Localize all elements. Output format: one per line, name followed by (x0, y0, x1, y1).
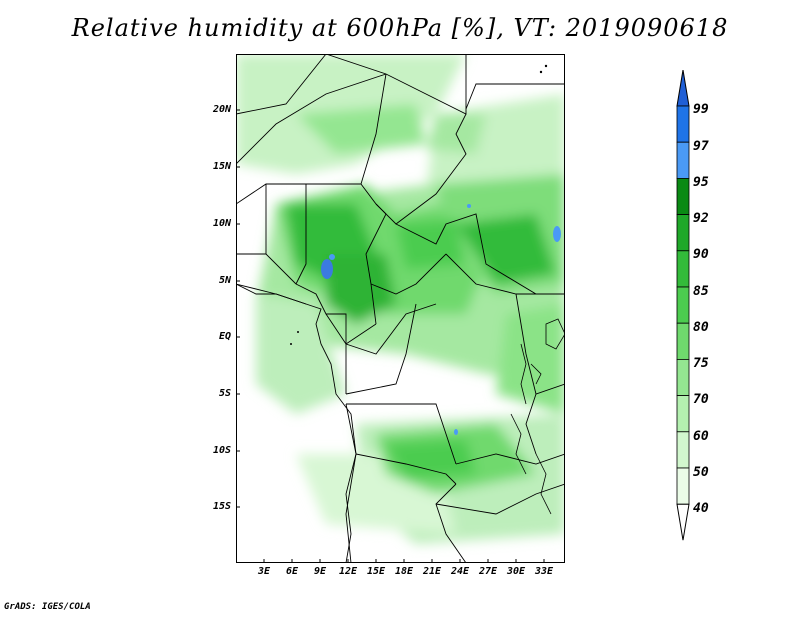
colorbar-bottom-arrow (676, 503, 690, 541)
colorbar-label-97: 97 (693, 139, 709, 154)
lon-label-21e: 21E (422, 566, 442, 577)
lon-label-12e: 12E (338, 566, 358, 577)
colorbar-label-92: 92 (693, 211, 709, 226)
colorbar-label-85: 85 (693, 284, 709, 299)
lat-label-15s: 15S (212, 501, 231, 512)
lon-label-30e: 30E (506, 566, 526, 577)
lat-label-20n: 20N (212, 104, 231, 115)
lat-label-10n: 10N (212, 218, 231, 229)
colorbar-segment (676, 214, 690, 252)
colorbar-label-95: 95 (693, 175, 709, 190)
colorbar-segment (676, 467, 690, 505)
grads-credit: GrADS: IGES/COLA (4, 602, 91, 612)
lon-label-6e: 6E (285, 566, 299, 577)
colorbar-segment (676, 105, 690, 143)
lat-label-eq: EQ (218, 331, 231, 342)
colorbar-segment (676, 286, 690, 324)
colorbar-label-99: 99 (693, 102, 709, 117)
humidity-map (236, 54, 565, 563)
colorbar-top-arrow (676, 70, 690, 107)
colorbar-segment (676, 358, 690, 396)
colorbar-label-40: 40 (693, 501, 709, 516)
map-title: Relative humidity at 600hPa [%], VT: 201… (71, 14, 729, 42)
lon-label-27e: 27E (478, 566, 498, 577)
colorbar-segment (676, 250, 690, 288)
colorbar-label-75: 75 (693, 356, 709, 371)
colorbar-label-70: 70 (693, 392, 709, 407)
lon-label-18e: 18E (394, 566, 414, 577)
lon-label-24e: 24E (450, 566, 470, 577)
colorbar-segment (676, 431, 690, 469)
colorbar-label-50: 50 (693, 465, 709, 480)
colorbar-segment (676, 141, 690, 179)
colorbar-segment (676, 178, 690, 216)
lat-label-5s: 5S (218, 388, 231, 399)
colorbar-label-60: 60 (693, 429, 709, 444)
lat-label-15n: 15N (212, 161, 231, 172)
colorbar-label-80: 80 (693, 320, 709, 335)
lon-label-9e: 9E (313, 566, 327, 577)
lon-label-3e: 3E (257, 566, 271, 577)
lat-label-5n: 5N (218, 275, 231, 286)
lon-label-33e: 33E (534, 566, 554, 577)
colorbar-segment (676, 395, 690, 433)
colorbar (676, 70, 690, 541)
lat-label-10s: 10S (212, 445, 231, 456)
lon-label-15e: 15E (366, 566, 386, 577)
colorbar-segment (676, 322, 690, 360)
colorbar-label-90: 90 (693, 247, 709, 262)
